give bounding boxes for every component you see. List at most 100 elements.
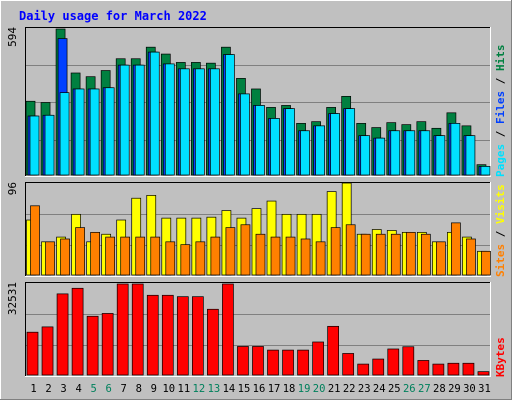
kbytes-bar [417,360,430,376]
pages-bar [179,68,190,176]
x-tick-label: 8 [136,383,142,395]
kbytes-bar [282,349,294,376]
middle-legend: Sites / Visits [494,184,507,277]
x-tick-label: 26 [403,383,416,395]
legend-kbytes: KBytes [494,337,507,377]
x-tick-label: 28 [433,383,446,395]
sites-bar [90,231,100,276]
sites-bar [466,238,476,276]
pages-bar [59,92,70,176]
kbytes-bar [86,315,99,376]
y-max-label-1: 594 [6,27,19,47]
sites-bar [315,241,326,276]
kbytes-bar [432,363,445,376]
sites-bar [330,227,341,276]
legend-sites: Sites [494,244,507,277]
pages-bar [149,51,160,176]
kbytes-bar [297,349,309,376]
legend-visits: Visits [494,184,507,224]
x-tick-label: 5 [90,383,96,395]
sites-bar [75,227,85,276]
pages-bar [44,114,55,176]
kbytes-panel [25,282,491,377]
x-tick-label: 6 [106,383,112,395]
kbytes-bar [131,283,144,376]
kbytes-bar [101,313,114,376]
kbytes-bar [237,346,249,376]
pages-bar [210,68,220,176]
sites-bar [360,233,371,276]
x-tick-label: 18 [283,383,296,395]
chart-panels [25,27,491,377]
pages-bar [104,87,115,176]
sites-bar [436,241,446,276]
x-tick-label: 27 [418,383,431,395]
sites-bar [225,227,236,276]
chart-title: Daily usage for March 2022 [19,9,207,23]
pages-bar [375,137,386,176]
kbytes-bar [447,362,460,376]
pages-bar [89,88,100,176]
kbytes-bar [342,353,355,376]
x-tick-label: 31 [478,383,491,395]
pages-bar [390,130,401,176]
legend-pages: Pages [494,144,507,177]
sites-bar [405,231,416,276]
pages-bar [345,108,356,176]
hits-files-pages-panel [25,27,491,177]
x-tick-label: 23 [358,383,371,395]
pages-bar [405,130,416,176]
sites-bar [390,233,401,276]
sites-bar [420,233,431,276]
y-max-label-2: 96 [6,182,19,195]
kbytes-bar [146,294,159,376]
pages-bar [450,123,461,176]
pages-bar [420,130,431,176]
kbytes-bar [402,346,415,376]
kbytes-bar [161,294,174,376]
sites-bar [180,244,191,276]
x-tick-label: 15 [238,383,251,395]
kbytes-bar [56,293,69,376]
y-max-label-3: 32531 [6,282,19,315]
x-tick-label: 7 [121,383,127,395]
pages-bar [360,135,371,176]
x-tick-label: 20 [313,383,326,395]
sites-bar [105,236,116,276]
x-tick-label: 3 [60,383,66,395]
sites-bar [300,238,311,276]
kbytes-bar [192,296,204,376]
x-tick-label: 11 [178,383,191,395]
sites-bar [60,238,70,276]
pages-bar [285,108,295,176]
pages-bar [465,135,476,176]
x-tick-label: 14 [223,383,236,395]
kbytes-bar [71,287,84,376]
x-tick-label: 4 [75,383,81,395]
sites-bar [210,236,221,276]
visits-sites-panel [25,182,491,277]
kbytes-bar [357,363,370,376]
x-axis-labels: 1 2 3 4 5 6 7 8 9 10 11 12 13 14 15 16 17 18 19 20 21 22 23 24 2… [30,383,490,395]
x-tick-label: 1 [30,383,36,395]
legend-separator: / [494,71,507,91]
x-tick-label: 12 [193,383,206,395]
x-tick-label: 13 [208,383,221,395]
sites-bar [165,241,176,276]
pages-bar [225,54,235,176]
legends: Pages / Files / Hits Sites / Visits KBytes [494,45,507,378]
kbytes-bar [41,326,54,376]
kbytes-bar [312,341,324,376]
sites-bar [451,222,461,276]
kbytes-bar [267,349,279,376]
x-tick-label: 30 [463,383,476,395]
sites-bar [481,250,491,276]
kbytes-bar [477,371,490,376]
bottom-legend: KBytes [494,337,507,377]
pages-bar [480,166,491,176]
kbytes-bar [372,358,385,376]
pages-bar [29,115,40,176]
sites-bar [345,224,356,276]
legend-files: Files [494,91,507,124]
